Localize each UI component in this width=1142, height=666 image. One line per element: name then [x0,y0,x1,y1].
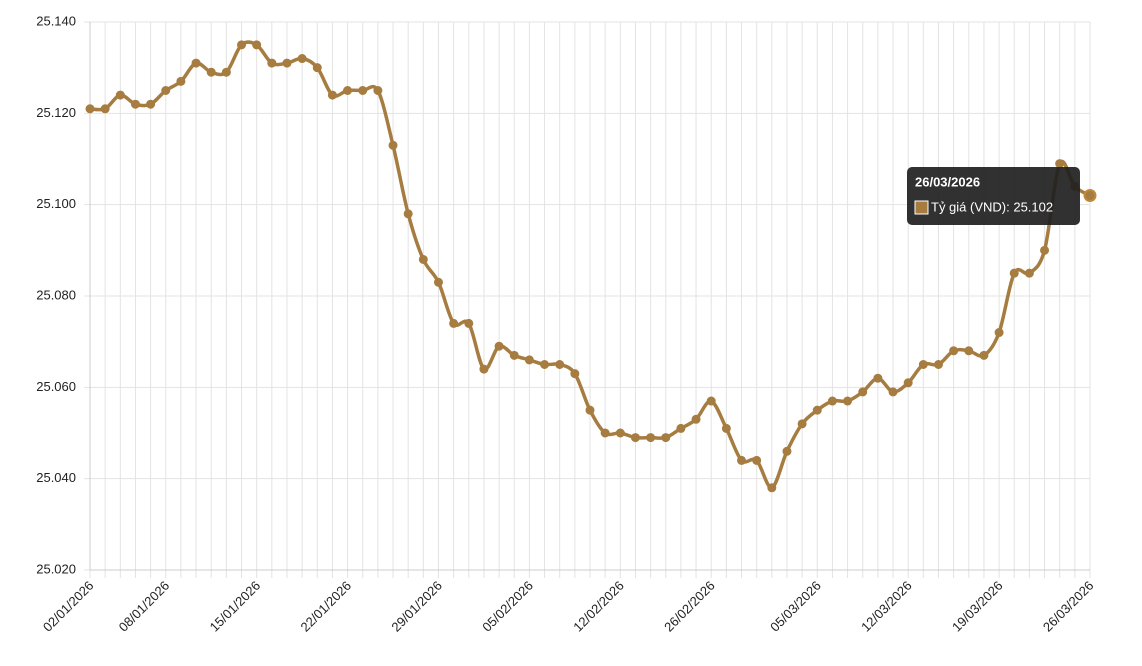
point [949,346,959,356]
point [691,414,701,424]
point [737,455,747,465]
point [964,346,974,356]
point [327,90,337,100]
point [752,455,762,465]
point [146,99,156,109]
point [267,58,277,68]
point [312,63,322,73]
point [1009,268,1019,278]
point [630,433,640,443]
tooltip: 26/03/2026 Tỷ giá (VND): 25.102 [907,167,1080,225]
grid: 25.020 25.040 25.060 25.080 25.100 25.120 25.1… [36,13,1096,634]
y-tick-label: 25.120 [36,105,76,120]
point [464,318,474,328]
x-tick-label: 12/03/2026 [858,578,915,635]
tooltip-swatch [914,200,929,215]
x-tick-label: 15/01/2026 [207,578,264,635]
x-tick-label: 19/03/2026 [949,578,1006,635]
point [918,360,928,369]
point [418,254,428,264]
point [979,350,989,360]
point [161,86,171,95]
point [888,387,898,397]
point [555,360,565,369]
tooltip-label: Tỷ giá (VND): 25.102 [931,199,1053,214]
point [282,58,292,68]
x-tick-label: 26/03/2026 [1040,578,1097,635]
point [1040,245,1050,255]
x-tick-label: 22/01/2026 [298,578,355,635]
point [933,360,943,369]
point [297,54,307,64]
point [827,396,837,406]
point [449,318,459,328]
point [721,423,731,433]
x-tick-label: 26/02/2026 [661,578,718,635]
point [782,446,792,456]
point [767,483,777,493]
point [130,99,140,109]
point [585,405,595,415]
point [1055,159,1065,169]
point [206,67,216,77]
point [646,433,656,443]
point [661,433,671,443]
point [388,140,398,150]
point [570,369,580,379]
point [509,350,519,360]
x-tick-label: 12/02/2026 [570,578,627,635]
y-tick-label: 25.040 [36,470,76,485]
point [600,428,610,438]
y-tick-label: 25.060 [36,379,76,394]
point [237,40,247,50]
point [858,387,868,397]
point [524,355,534,365]
point [797,419,807,429]
point [100,104,110,114]
point [343,86,353,95]
point [191,58,201,68]
point [479,364,489,374]
y-tick-label: 25.020 [36,561,76,576]
y-tick-label: 25.140 [36,13,76,28]
point [540,360,550,369]
point [252,40,262,50]
point [358,86,368,95]
point [873,373,883,383]
point [615,428,625,438]
x-tick-label: 29/01/2026 [388,578,445,635]
point [221,67,231,77]
point [812,405,822,415]
x-tick-label: 05/02/2026 [479,578,536,635]
point [1024,268,1034,278]
y-tick-label: 25.080 [36,287,76,302]
plot [85,40,1097,493]
point [706,396,716,406]
point [1083,189,1097,203]
tooltip-box [907,167,1080,225]
point [403,209,413,219]
point [433,277,443,287]
x-tick-label: 08/01/2026 [116,578,173,635]
point [843,396,853,406]
point [85,104,95,114]
point [676,423,686,433]
point [903,378,913,388]
point [115,90,125,100]
x-tick-label: 05/03/2026 [767,578,824,635]
point [994,328,1004,338]
point [373,86,383,95]
tooltip-title: 26/03/2026 [915,174,980,189]
point [494,341,504,351]
x-tick-label: 02/01/2026 [40,578,97,635]
point [176,76,186,86]
y-tick-label: 25.100 [36,196,76,211]
